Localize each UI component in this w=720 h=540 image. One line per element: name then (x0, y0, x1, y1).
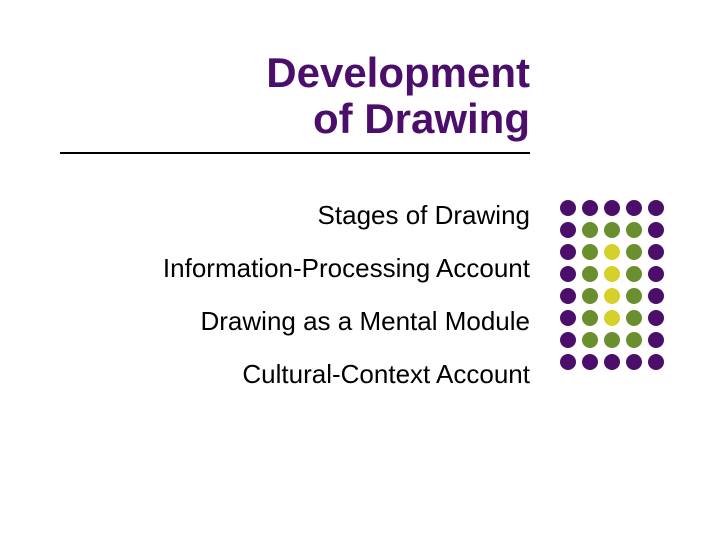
grid-dot (626, 354, 642, 370)
grid-dot (648, 222, 664, 238)
grid-dot (582, 332, 598, 348)
bullet-list: Stages of Drawing Information-Processing… (60, 200, 530, 412)
title-line1: Development (266, 49, 530, 96)
decorative-dot-grid (560, 200, 664, 370)
grid-dot (560, 288, 576, 304)
grid-dot (626, 222, 642, 238)
grid-dot (604, 222, 620, 238)
bullet-item: Cultural-Context Account (60, 359, 530, 390)
grid-dot (648, 244, 664, 260)
grid-dot (604, 310, 620, 326)
grid-dot (648, 200, 664, 216)
bullet-item: Information-Processing Account (60, 253, 530, 284)
grid-dot (604, 266, 620, 282)
grid-dot (604, 244, 620, 260)
grid-dot (560, 222, 576, 238)
grid-dot (582, 244, 598, 260)
grid-dot (582, 222, 598, 238)
grid-dot (648, 288, 664, 304)
grid-dot (582, 266, 598, 282)
grid-dot (648, 354, 664, 370)
grid-dot (560, 332, 576, 348)
grid-dot (560, 200, 576, 216)
grid-dot (582, 354, 598, 370)
grid-dot (604, 288, 620, 304)
grid-dot (560, 310, 576, 326)
grid-dot (604, 354, 620, 370)
grid-dot (626, 200, 642, 216)
grid-dot (560, 266, 576, 282)
grid-dot (626, 332, 642, 348)
grid-dot (626, 266, 642, 282)
grid-dot (648, 310, 664, 326)
title-line2: of Drawing (313, 95, 530, 142)
title-block: Development of Drawing (60, 50, 530, 154)
grid-dot (648, 332, 664, 348)
grid-dot (626, 288, 642, 304)
bullet-item: Stages of Drawing (60, 200, 530, 231)
grid-dot (582, 288, 598, 304)
title-text: Development of Drawing (60, 50, 530, 142)
grid-dot (626, 310, 642, 326)
grid-dot (582, 310, 598, 326)
grid-dot (560, 244, 576, 260)
grid-dot (604, 200, 620, 216)
grid-dot (560, 354, 576, 370)
grid-dot (626, 244, 642, 260)
grid-dot (604, 332, 620, 348)
bullet-item: Drawing as a Mental Module (60, 306, 530, 337)
grid-dot (582, 200, 598, 216)
grid-dot (648, 266, 664, 282)
